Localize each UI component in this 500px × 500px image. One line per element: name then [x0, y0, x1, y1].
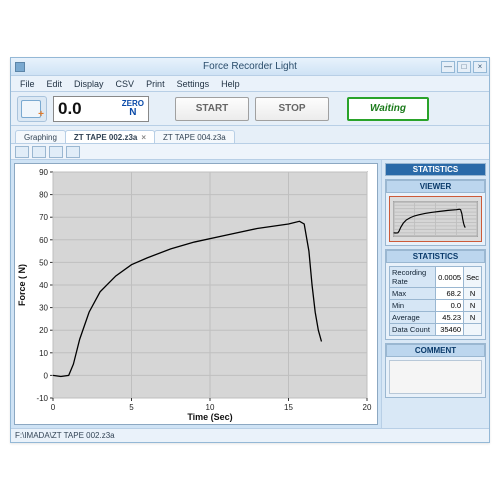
menu-print[interactable]: Print [141, 78, 170, 90]
titlebar: Force Recorder Light — □ × [11, 58, 489, 76]
tool-pan-icon[interactable] [49, 146, 63, 158]
toolbar: 0.0 ZERO N START STOP Waiting [11, 92, 489, 126]
viewer-label: VIEWER [386, 180, 485, 193]
table-row: Recording Rate0.0005Sec [390, 267, 482, 288]
chart-pane: -10010203040506070809005101520Time (Sec)… [14, 163, 378, 425]
svg-text:10: 10 [39, 349, 48, 358]
tab-graphing[interactable]: Graphing [15, 130, 66, 143]
capture-icon[interactable] [17, 96, 47, 122]
comment-label: COMMENT [386, 344, 485, 357]
tool-grid-icon[interactable] [66, 146, 80, 158]
stats-table: Recording Rate0.0005SecMax68.2NMin0.0NAv… [389, 266, 482, 336]
minimize-button[interactable]: — [441, 61, 455, 73]
comment-box[interactable] [389, 360, 482, 394]
graph-toolbar [11, 144, 489, 160]
tabstrip: GraphingZT TAPE 002.z3a×ZT TAPE 004.z3a [11, 126, 489, 144]
svg-text:10: 10 [206, 403, 215, 412]
viewer-panel: VIEWER [385, 179, 486, 246]
svg-text:Time (Sec): Time (Sec) [187, 412, 232, 422]
side-panel: STATISTICS VIEWER STATISTICS Recording R… [381, 160, 489, 428]
comment-panel: COMMENT [385, 343, 486, 398]
table-row: Average45.23N [390, 312, 482, 324]
side-header: STATISTICS [385, 163, 486, 176]
menu-file[interactable]: File [15, 78, 40, 90]
app-window: Force Recorder Light — □ × FileEditDispl… [10, 57, 490, 443]
window-title: Force Recorder Light [203, 61, 297, 72]
maximize-button[interactable]: □ [457, 61, 471, 73]
svg-text:30: 30 [39, 304, 48, 313]
svg-text:70: 70 [39, 213, 48, 222]
svg-text:20: 20 [363, 403, 372, 412]
menu-csv[interactable]: CSV [111, 78, 140, 90]
statusbar: F:\IMADA\ZT TAPE 002.z3a [11, 428, 489, 442]
svg-text:80: 80 [39, 191, 48, 200]
svg-text:-10: -10 [36, 394, 48, 403]
svg-text:Force ( N): Force ( N) [17, 264, 27, 306]
svg-text:90: 90 [39, 168, 48, 177]
svg-text:40: 40 [39, 281, 48, 290]
svg-text:50: 50 [39, 258, 48, 267]
start-button[interactable]: START [175, 97, 249, 121]
stats-label: STATISTICS [386, 250, 485, 263]
status-indicator: Waiting [347, 97, 429, 121]
force-value: 0.0 [58, 99, 82, 119]
mini-chart[interactable] [389, 196, 482, 242]
tool-cursor-icon[interactable] [15, 146, 29, 158]
menubar: FileEditDisplayCSVPrintSettingsHelp [11, 76, 489, 92]
force-chart: -10010203040506070809005101520Time (Sec)… [15, 164, 377, 424]
tab-zt-tape-002-z3a[interactable]: ZT TAPE 002.z3a× [65, 130, 155, 143]
stats-panel: STATISTICS Recording Rate0.0005SecMax68.… [385, 249, 486, 340]
table-row: Max68.2N [390, 288, 482, 300]
tab-close-icon[interactable]: × [141, 133, 146, 142]
menu-help[interactable]: Help [216, 78, 245, 90]
svg-text:0: 0 [44, 371, 49, 380]
force-display: 0.0 ZERO N [53, 96, 149, 122]
close-button[interactable]: × [473, 61, 487, 73]
menu-settings[interactable]: Settings [172, 78, 215, 90]
stop-button[interactable]: STOP [255, 97, 329, 121]
table-row: Min0.0N [390, 300, 482, 312]
tab-zt-tape-004-z3a[interactable]: ZT TAPE 004.z3a [154, 130, 235, 143]
svg-text:60: 60 [39, 236, 48, 245]
menu-display[interactable]: Display [69, 78, 109, 90]
unit-label: N [122, 108, 144, 118]
table-row: Data Count35460 [390, 324, 482, 336]
menu-edit[interactable]: Edit [42, 78, 68, 90]
svg-text:20: 20 [39, 326, 48, 335]
tool-zoom-icon[interactable] [32, 146, 46, 158]
app-icon [15, 62, 25, 72]
svg-text:15: 15 [284, 403, 293, 412]
svg-text:5: 5 [129, 403, 134, 412]
svg-text:0: 0 [51, 403, 56, 412]
